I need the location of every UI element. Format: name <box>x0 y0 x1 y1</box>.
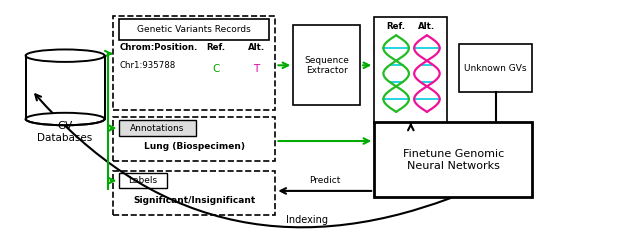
Text: Unknown GVs: Unknown GVs <box>464 64 527 73</box>
Bar <box>26 56 104 119</box>
Ellipse shape <box>26 49 104 62</box>
Text: GV
Databases: GV Databases <box>38 121 93 143</box>
Text: Predict: Predict <box>309 176 340 185</box>
Bar <box>113 16 275 110</box>
Text: Finetune Genomic
Neural Networks: Finetune Genomic Neural Networks <box>403 149 504 171</box>
Text: Lung (Biospecimen): Lung (Biospecimen) <box>143 142 244 151</box>
Text: T: T <box>253 64 259 74</box>
Text: Alt.: Alt. <box>248 43 265 52</box>
Bar <box>374 17 447 124</box>
Text: Sequence
Extractor: Sequence Extractor <box>304 56 349 75</box>
Text: Labels: Labels <box>129 176 157 185</box>
Text: Chrom:Position.: Chrom:Position. <box>119 43 198 52</box>
Text: Genetic Variants Records: Genetic Variants Records <box>137 25 251 34</box>
Text: Indexing: Indexing <box>286 215 328 225</box>
Text: Ref.: Ref. <box>207 43 226 52</box>
Bar <box>113 117 275 161</box>
Text: Significant/Insignificant: Significant/Insignificant <box>133 196 255 205</box>
Text: Chr1:935788: Chr1:935788 <box>119 61 175 70</box>
Bar <box>459 44 532 92</box>
Bar <box>293 25 360 105</box>
Bar <box>119 19 269 40</box>
Bar <box>119 173 167 188</box>
Bar <box>374 123 532 197</box>
Bar <box>119 120 196 136</box>
Text: C: C <box>212 64 220 74</box>
Text: Alt.: Alt. <box>419 22 436 31</box>
Text: Ref.: Ref. <box>387 22 406 31</box>
Ellipse shape <box>26 113 104 125</box>
Bar <box>113 171 275 215</box>
Text: Annotations: Annotations <box>131 124 185 133</box>
